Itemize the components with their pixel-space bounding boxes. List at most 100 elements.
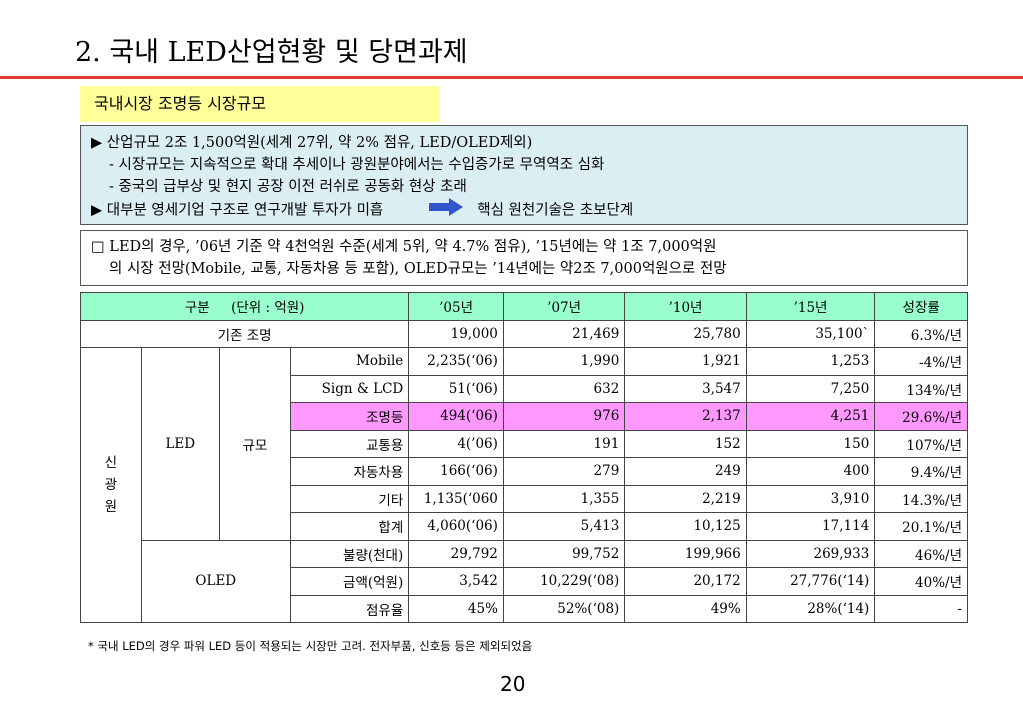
cell-2007: 5,413 bbox=[502, 512, 626, 541]
cell-2010: 199,966 bbox=[624, 539, 747, 568]
cell-2007: 99,752 bbox=[502, 539, 626, 568]
cell-growth: 40%/년 bbox=[874, 567, 968, 596]
cell-2015: 17,114 bbox=[745, 512, 876, 541]
page-number: 20 bbox=[500, 672, 526, 696]
cell-growth: 14.3%/년 bbox=[874, 484, 968, 513]
row-label: 금액(억원) bbox=[289, 567, 410, 596]
cell-2007: 976 bbox=[502, 402, 626, 431]
table-row-highlight: 조명등 494(‘06) 976 2,137 4,251 29.6%/년 bbox=[81, 402, 968, 431]
table-row: 금액(억원) 3,542 10,229(‘08) 20,172 27,776(‘… bbox=[81, 567, 968, 596]
table-row: OLED 불량(천대) 29,792 99,752 199,966 269,93… bbox=[81, 539, 968, 623]
row-label: Mobile bbox=[289, 347, 410, 376]
cell-growth: 20.1%/년 bbox=[874, 512, 968, 541]
header-category: 구분 (단위 : 억원) bbox=[79, 292, 410, 321]
cell-2015: 3,910 bbox=[745, 484, 876, 513]
row-label: Sign & LCD bbox=[289, 374, 410, 403]
cell-growth: 29.6%/년 bbox=[874, 402, 968, 431]
cell-growth: 46%/년 bbox=[874, 539, 968, 568]
cell-2005: 45% bbox=[408, 594, 504, 623]
cell-2005: 19,000 bbox=[408, 319, 504, 348]
cell-2005: 4(’06) bbox=[408, 429, 504, 458]
cell-growth: -4%/년 bbox=[874, 347, 968, 376]
cell-2007: 279 bbox=[502, 457, 626, 486]
cell-2007: 191 bbox=[502, 429, 626, 458]
cell-2015: 4,251 bbox=[745, 402, 876, 431]
cell-2010: 1,921 bbox=[624, 347, 747, 376]
header-2007: ’07년 bbox=[502, 292, 626, 321]
cell-2010: 249 bbox=[624, 457, 747, 486]
summary-line-4-text: ▶ 대부분 영세기업 구조로 연구개발 투자가 미흡 bbox=[91, 202, 384, 219]
summary-box: ▶ 산업규모 2조 1,500억원(세계 27위, 약 2% 점유, LED/O… bbox=[80, 125, 968, 225]
cell-2005: 166(‘06) bbox=[408, 457, 504, 486]
cell-growth: - bbox=[874, 594, 968, 623]
cell-2007: 1,355 bbox=[502, 484, 626, 513]
cell-2015: 269,933 bbox=[745, 539, 876, 568]
cell-2010: 10,125 bbox=[624, 512, 747, 541]
cell-2005: 1,135(‘060 bbox=[408, 484, 504, 513]
cell-2015: 400 bbox=[745, 457, 876, 486]
summary-line-2: - 시장규모는 지속적으로 확대 추세이나 광원분야에서는 수입증가로 무역역조… bbox=[109, 157, 605, 173]
cell-growth: 6.3%/년 bbox=[874, 319, 968, 348]
row-label: 합계 bbox=[289, 512, 410, 541]
summary-line-4-result: 핵심 원천기술은 초보단계 bbox=[477, 202, 634, 219]
cell-2005: 4,060(‘06) bbox=[408, 512, 504, 541]
cell-2010: 2,137 bbox=[624, 402, 747, 431]
cell-2005: 51(‘06) bbox=[408, 374, 504, 403]
summary-line-3: - 중국의 급부상 및 현지 공장 이전 러쉬로 공동화 현상 초래 bbox=[109, 179, 467, 195]
summary-line-4: ▶ 대부분 영세기업 구조로 연구개발 투자가 미흡 핵심 원천기술은 초보단계 bbox=[91, 198, 957, 223]
table-row: Sign & LCD 51(‘06) 632 3,547 7,250 134%/… bbox=[81, 374, 968, 403]
row-label: 불량(천대) bbox=[289, 539, 410, 568]
title-rule bbox=[0, 76, 1023, 79]
table-row-existing: 기존 조명 19,000 21,469 25,780 35,100` 6.3%/… bbox=[79, 319, 968, 348]
cell-2005: 2,235(‘06) bbox=[408, 347, 504, 376]
cell-2007: 21,469 bbox=[502, 319, 626, 348]
cell-2010: 152 bbox=[624, 429, 747, 458]
cell-2007: 1,990 bbox=[502, 347, 626, 376]
cell-2015: 35,100` bbox=[745, 319, 876, 348]
header-2005: ’05년 bbox=[408, 292, 504, 321]
cell-2005: 3,542 bbox=[408, 567, 504, 596]
cell-2010: 25,780 bbox=[624, 319, 747, 348]
section-subtitle: 국내시장 조명등 시장규모 bbox=[80, 86, 440, 122]
row-label: 기타 bbox=[289, 484, 410, 513]
footnote: * 국내 LED의 경우 파워 LED 등이 적용되는 시장만 고려. 전자부품… bbox=[88, 639, 533, 653]
cell-2015: 7,250 bbox=[745, 374, 876, 403]
cell-2005: 494(‘06) bbox=[408, 402, 504, 431]
header-2015: ’15년 bbox=[745, 292, 876, 321]
group-label-new-light-source: 신 광 원 bbox=[80, 347, 142, 623]
cell-2007: 632 bbox=[502, 374, 626, 403]
cell-2010: 2,219 bbox=[624, 484, 747, 513]
cell-2007: 52%(‘08) bbox=[502, 594, 626, 623]
table-row: 교통용 4(’06) 191 152 150 107%/년 bbox=[81, 429, 968, 458]
row-label: 기존 조명 bbox=[79, 319, 410, 348]
table-row: 점유율 45% 52%(‘08) 49% 28%(‘14) - bbox=[81, 594, 968, 623]
table-row: 기타 1,135(‘060 1,355 2,219 3,910 14.3%/년 bbox=[81, 484, 968, 513]
page-title: 2. 국내 LED산업현황 및 당면과제 bbox=[75, 37, 468, 68]
outlook-line-2: 의 시장 전망(Mobile, 교통, 자동차용 등 포함), OLED규모는 … bbox=[109, 261, 727, 277]
row-label: 점유율 bbox=[289, 594, 410, 623]
row-label: 조명등 bbox=[289, 402, 410, 431]
cell-2015: 28%(‘14) bbox=[745, 594, 876, 623]
table-row: 자동차용 166(‘06) 279 249 400 9.4%/년 bbox=[81, 457, 968, 486]
oled-label: OLED bbox=[140, 539, 291, 623]
outlook-line-1: □ LED의 경우, ’06년 기준 약 4천억원 수준(세계 5위, 약 4.… bbox=[91, 239, 717, 255]
cell-2015: 150 bbox=[745, 429, 876, 458]
scale-label: 규모 bbox=[218, 347, 291, 541]
cell-2015: 27,776(‘14) bbox=[745, 567, 876, 596]
right-arrow-icon bbox=[429, 198, 464, 223]
cell-2010: 49% bbox=[624, 594, 747, 623]
cell-2007: 10,229(‘08) bbox=[502, 567, 626, 596]
led-label: LED bbox=[140, 347, 220, 541]
market-size-table: 구분 (단위 : 억원) ’05년 ’07년 ’10년 ’15년 성장률 기존 … bbox=[79, 292, 968, 623]
outlook-box: □ LED의 경우, ’06년 기준 약 4천억원 수준(세계 5위, 약 4.… bbox=[80, 230, 968, 286]
header-growth: 성장률 bbox=[874, 292, 968, 321]
table-row: 신 광 원 LED 규모 Mobile 2,235(‘06) 1,990 1,9… bbox=[80, 347, 968, 623]
row-label: 교통용 bbox=[289, 429, 410, 458]
table-header-row: 구분 (단위 : 억원) ’05년 ’07년 ’10년 ’15년 성장률 bbox=[79, 292, 968, 321]
cell-2005: 29,792 bbox=[408, 539, 504, 568]
cell-2015: 1,253 bbox=[745, 347, 876, 376]
cell-growth: 9.4%/년 bbox=[874, 457, 968, 486]
cell-2010: 3,547 bbox=[624, 374, 747, 403]
cell-growth: 134%/년 bbox=[874, 374, 968, 403]
summary-line-1: ▶ 산업규모 2조 1,500억원(세계 27위, 약 2% 점유, LED/O… bbox=[91, 135, 533, 151]
